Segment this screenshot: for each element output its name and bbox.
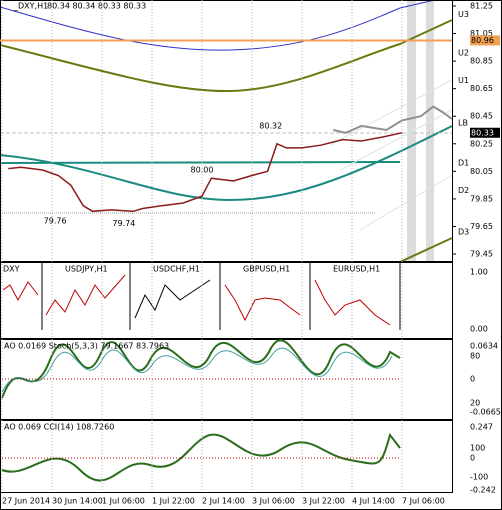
price-label: 79.65: [470, 222, 493, 231]
time-label: 2 Jul 14:00: [202, 497, 245, 506]
price-label: 81.25: [470, 2, 493, 11]
price-annotation: 80.32: [259, 121, 282, 130]
price-label: 80.85: [470, 57, 493, 66]
panel1-label: DXY: [3, 265, 20, 274]
level-name: U3: [458, 10, 469, 19]
level-name: U1: [458, 76, 469, 85]
price-annotation: 79.74: [112, 219, 135, 228]
panel2-axis: 0: [470, 375, 475, 384]
current-box: [470, 127, 500, 138]
level-name: D1: [458, 159, 469, 168]
panel1-label: EURUSD,H1: [333, 265, 380, 274]
level-name: U2: [458, 48, 469, 57]
header-quote: 80.34 80.34 80.33 80.33: [47, 2, 146, 11]
upper-band: [0, 0, 437, 51]
panel3-label: AO 0.069 CCI(14) 108.7260: [4, 423, 114, 432]
price-label: 79.85: [470, 194, 493, 203]
panel2-axis: 80: [470, 352, 480, 361]
panel2-axis: 20: [470, 399, 480, 408]
current-label: 80.33: [471, 128, 494, 137]
level-box: [470, 35, 500, 46]
projection-line: [333, 105, 453, 134]
price-annotation: 79.76: [44, 216, 67, 225]
panel3-axis: 100: [470, 444, 485, 453]
panel2-axis: 0.0634: [470, 342, 498, 351]
panel2-axis: -0.0665: [470, 408, 501, 417]
panel1-label: USDJPY,H1: [65, 265, 108, 274]
price-label: 81.05: [470, 29, 493, 38]
price-label: 80.45: [470, 112, 493, 121]
u2-curve: [0, 19, 453, 93]
level-name: D3: [458, 227, 469, 236]
price-label: 80.05: [470, 167, 493, 176]
time-label: 7 Jul 06:00: [402, 497, 445, 506]
panel3-axis: -0.242: [470, 486, 496, 495]
shade-band: [426, 0, 434, 262]
header-symbol: _DXY,H1: [13, 2, 48, 11]
panel1-label: GBPUSD,H1: [243, 265, 290, 274]
panel3-axis: 0: [470, 454, 475, 463]
level-label: 80.96: [471, 36, 494, 45]
time-label: 27 Jun 2014: [2, 497, 50, 506]
teal-level: [0, 161, 401, 164]
cci-lines: [1, 432, 401, 482]
time-label: 3 Jul 06:00: [252, 497, 295, 506]
price-annotation: 80.00: [191, 165, 214, 174]
teal-ma: [0, 125, 453, 202]
shade-band: [407, 0, 416, 262]
time-label: 1 Jul 22:00: [152, 497, 195, 506]
panel1-axis: 1.00: [470, 268, 488, 277]
d3-curve: [399, 237, 453, 263]
panel1-label: USDCHF,H1: [153, 265, 200, 274]
time-label: 30 Jun 14:00: [52, 497, 103, 506]
time-label: 3 Jul 22:00: [302, 497, 345, 506]
panel3-axis: -100: [470, 473, 488, 482]
fan-lines: [329, 79, 453, 231]
panel3-axis: 0.247: [470, 423, 493, 432]
panel2-label: AO 0.0169 Stoch(5,3,3) 79.1667 83.7963: [4, 342, 169, 351]
level-name: LB: [458, 119, 468, 128]
time-label: 4 Jul 14:00: [352, 497, 395, 506]
time-label: 1 Jul 06:00: [102, 497, 145, 506]
level-name: D2: [458, 186, 469, 195]
stoch-lines: [1, 339, 401, 399]
price-label: 80.65: [470, 84, 493, 93]
mini-charts: [2, 263, 401, 330]
panel1-axis: 0.00: [470, 325, 488, 334]
price-line: [8, 132, 403, 213]
price-label: 79.45: [470, 250, 493, 259]
price-label: 80.25: [470, 139, 493, 148]
